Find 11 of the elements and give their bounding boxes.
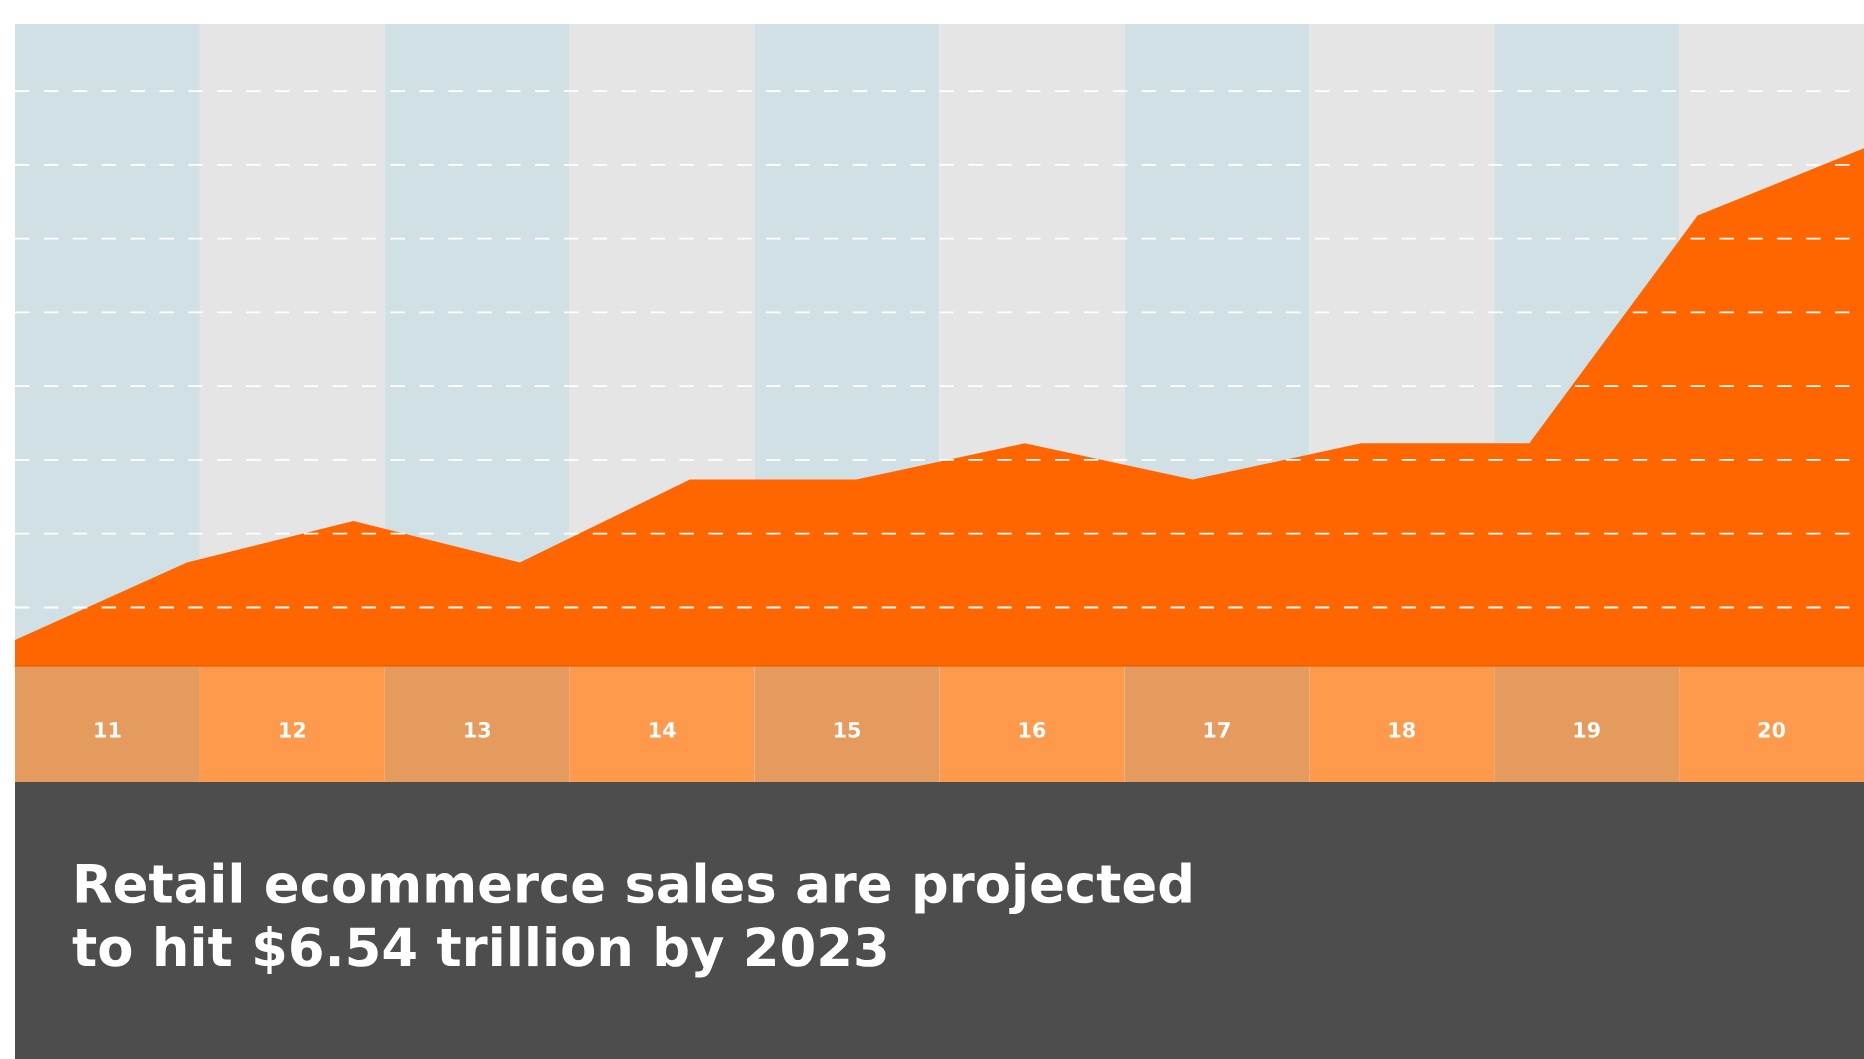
x-tick-label: 11	[95, 722, 121, 738]
text: Retail ecommerce sales are projected to hit $6.54 trillion by 2023	[72, 862, 1191, 978]
x-tick-label: 15	[834, 722, 861, 738]
x-tick-label: 13	[465, 721, 491, 738]
x-tick-label: 19	[1574, 721, 1600, 738]
x-tick-label: 14	[650, 722, 676, 738]
x-tick-label: 17	[1204, 722, 1230, 738]
x-tick-label: 20	[1758, 721, 1786, 738]
x-tick-label: 16	[1019, 721, 1046, 738]
x-tick-label: 12	[280, 721, 306, 738]
x-tick-label: 18	[1389, 721, 1415, 738]
